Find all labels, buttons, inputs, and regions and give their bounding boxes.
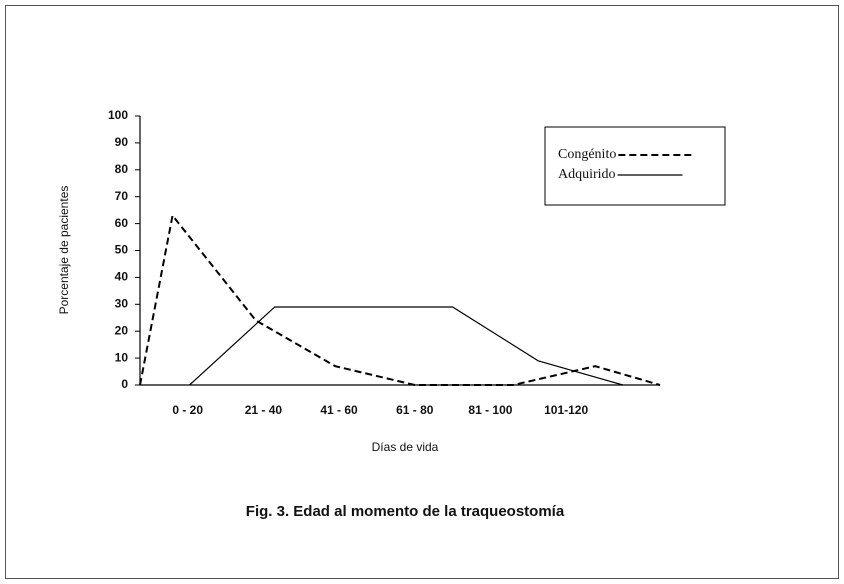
x-tick-label: 21 - 40 [245,403,283,417]
y-tick-label: 10 [115,350,129,364]
y-tick-label: 0 [121,377,128,391]
y-tick-label: 100 [108,108,128,122]
x-tick-label: 0 - 20 [172,403,203,417]
y-tick-label: 50 [115,243,129,257]
legend-label: Adquirido [558,167,616,182]
y-tick-label: 70 [115,189,129,203]
y-tick-label: 20 [115,323,129,337]
x-tick-label: 61 - 80 [396,403,434,417]
series-line [189,306,624,386]
x-tick-label: 41 - 60 [320,403,358,417]
y-tick-label: 30 [115,296,129,310]
x-tick-label: 101-120 [544,403,588,417]
y-tick-label: 90 [115,135,129,149]
chart-title: Fig. 3. Edad al momento de la traqueosto… [246,503,565,520]
y-tick-label: 40 [115,270,129,284]
frame [5,5,839,579]
y-tick-label: 60 [115,216,129,230]
y-axis-label: Porcentaje de pacientes [57,186,71,315]
y-tick-label: 80 [115,162,129,176]
x-axis-label: Días de vida [372,440,439,454]
legend-label: Congénito [558,147,616,162]
legend-box [544,126,726,206]
x-tick-label: 81 - 100 [468,403,512,417]
